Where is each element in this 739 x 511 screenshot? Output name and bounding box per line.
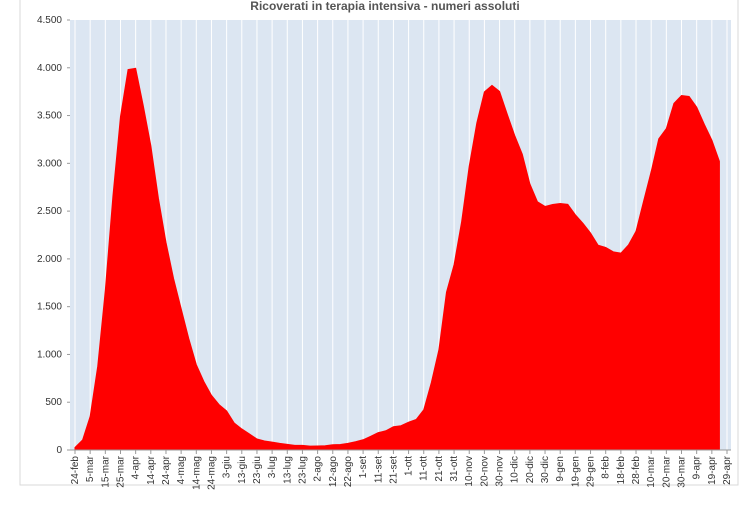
chart-title: Ricoverati in terapia intensiva - numeri… [250, 0, 519, 13]
x-tick-label: 11-set [373, 456, 384, 483]
x-tick-label: 20-mar [661, 455, 672, 487]
x-tick-label: 23-lug [297, 456, 308, 484]
x-tick-label: 22-ago [343, 456, 354, 488]
x-tick-label: 13-giu [237, 456, 248, 484]
x-tick-label: 9-apr [692, 455, 703, 479]
x-tick-label: 19-gen [570, 456, 581, 487]
y-tick-label: 500 [45, 397, 62, 408]
x-tick-label: 10-dic [510, 456, 521, 483]
x-tick-label: 20-dic [525, 456, 536, 483]
y-tick-label: 4.500 [37, 15, 62, 26]
y-tick-label: 0 [56, 445, 62, 456]
x-tick-label: 29-apr [722, 455, 733, 485]
x-tick-label: 21-set [388, 456, 399, 484]
x-tick-label: 8-feb [601, 456, 612, 479]
x-tick-label: 30-nov [495, 456, 506, 487]
x-tick-label: 18-feb [616, 456, 627, 485]
x-tick-label: 15-mar [100, 455, 111, 487]
y-tick-label: 3.000 [37, 158, 62, 169]
y-tick-label: 4.000 [37, 63, 62, 74]
y-tick-label: 1.500 [37, 302, 62, 313]
x-tick-label: 25-mar [115, 455, 126, 487]
x-tick-label: 3-lug [267, 456, 278, 478]
x-tick-label: 30-mar [677, 455, 688, 487]
x-tick-label: 14-apr [146, 455, 157, 485]
x-tick-label: 29-gen [586, 456, 597, 487]
x-tick-label: 30-dic [540, 456, 551, 483]
x-tick-label: 5-mar [85, 455, 96, 482]
x-tick-label: 21-ott [434, 456, 445, 482]
x-tick-label: 19-apr [707, 455, 718, 485]
x-tick-label: 11-ott [419, 456, 430, 481]
x-tick-label: 24-feb [70, 456, 81, 485]
x-tick-label: 4-mag [176, 456, 187, 484]
x-tick-label: 28-feb [631, 456, 642, 485]
x-tick-label: 10-mar [646, 455, 657, 487]
x-tick-label: 31-ott [449, 456, 460, 482]
y-tick-label: 3.500 [37, 111, 62, 122]
x-tick-label: 1-ott [404, 456, 415, 476]
x-tick-label: 12-ago [328, 456, 339, 488]
x-tick-label: 2-ago [313, 456, 324, 482]
x-tick-label: 24-mag [206, 456, 217, 490]
x-tick-label: 14-mag [191, 456, 202, 490]
x-tick-label: 10-nov [464, 456, 475, 487]
x-tick-label: 1-set [358, 456, 369, 478]
x-tick-label: 23-giu [252, 456, 263, 484]
y-tick-label: 2.000 [37, 254, 62, 265]
x-tick-label: 24-apr [161, 455, 172, 485]
chart-border [19, 0, 739, 486]
y-tick-label: 1.000 [37, 349, 62, 360]
x-tick-label: 20-nov [479, 456, 490, 487]
x-tick-label: 4-apr [131, 455, 142, 479]
x-tick-label: 13-lug [282, 456, 293, 484]
x-tick-label: 9-gen [555, 456, 566, 482]
area [74, 67, 720, 451]
x-tick-label: 3-giu [222, 456, 233, 478]
y-tick-label: 2.500 [37, 206, 62, 217]
